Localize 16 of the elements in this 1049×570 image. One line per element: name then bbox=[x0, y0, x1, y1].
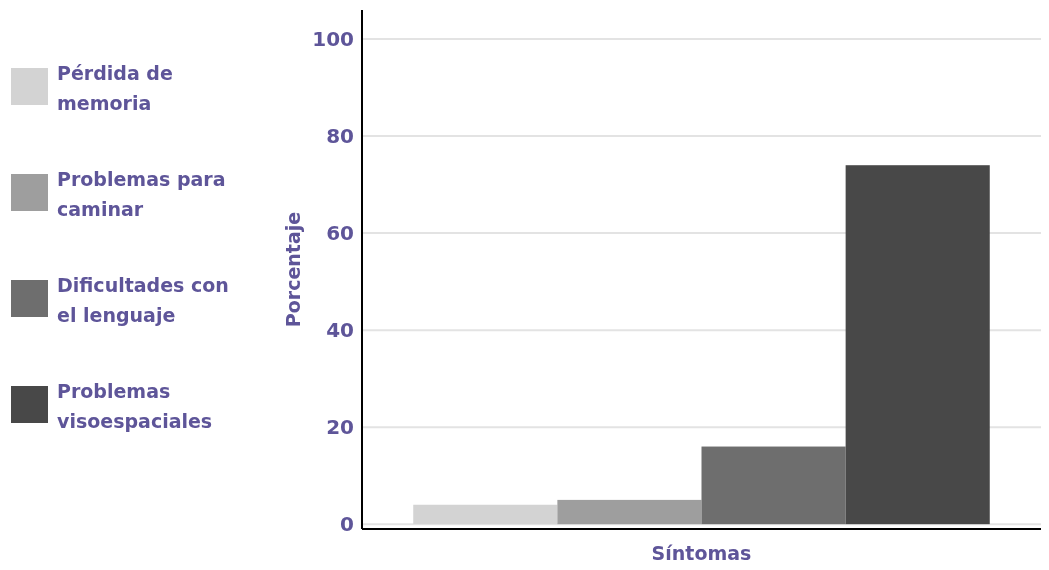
y-tick-label: 60 bbox=[326, 221, 354, 246]
bar bbox=[557, 499, 702, 525]
y-tick-label: 100 bbox=[312, 27, 354, 52]
legend-label: Dificultades con el lenguaje bbox=[57, 274, 229, 326]
x-axis-title: Síntomas bbox=[651, 542, 752, 564]
y-tick-label: 0 bbox=[340, 512, 354, 537]
legend-label: Problemas visoespaciales bbox=[57, 380, 213, 432]
bar bbox=[413, 504, 558, 525]
y-axis-title: Porcentaje bbox=[282, 211, 304, 328]
bar bbox=[701, 446, 846, 525]
legend-label: Problemas para caminar bbox=[57, 168, 226, 220]
bar bbox=[845, 165, 990, 525]
y-tick-label: 80 bbox=[326, 124, 354, 149]
legend-label: Pérdida de memoria bbox=[57, 62, 173, 114]
y-tick-label: 20 bbox=[326, 415, 354, 440]
y-tick-label: 40 bbox=[326, 318, 354, 343]
